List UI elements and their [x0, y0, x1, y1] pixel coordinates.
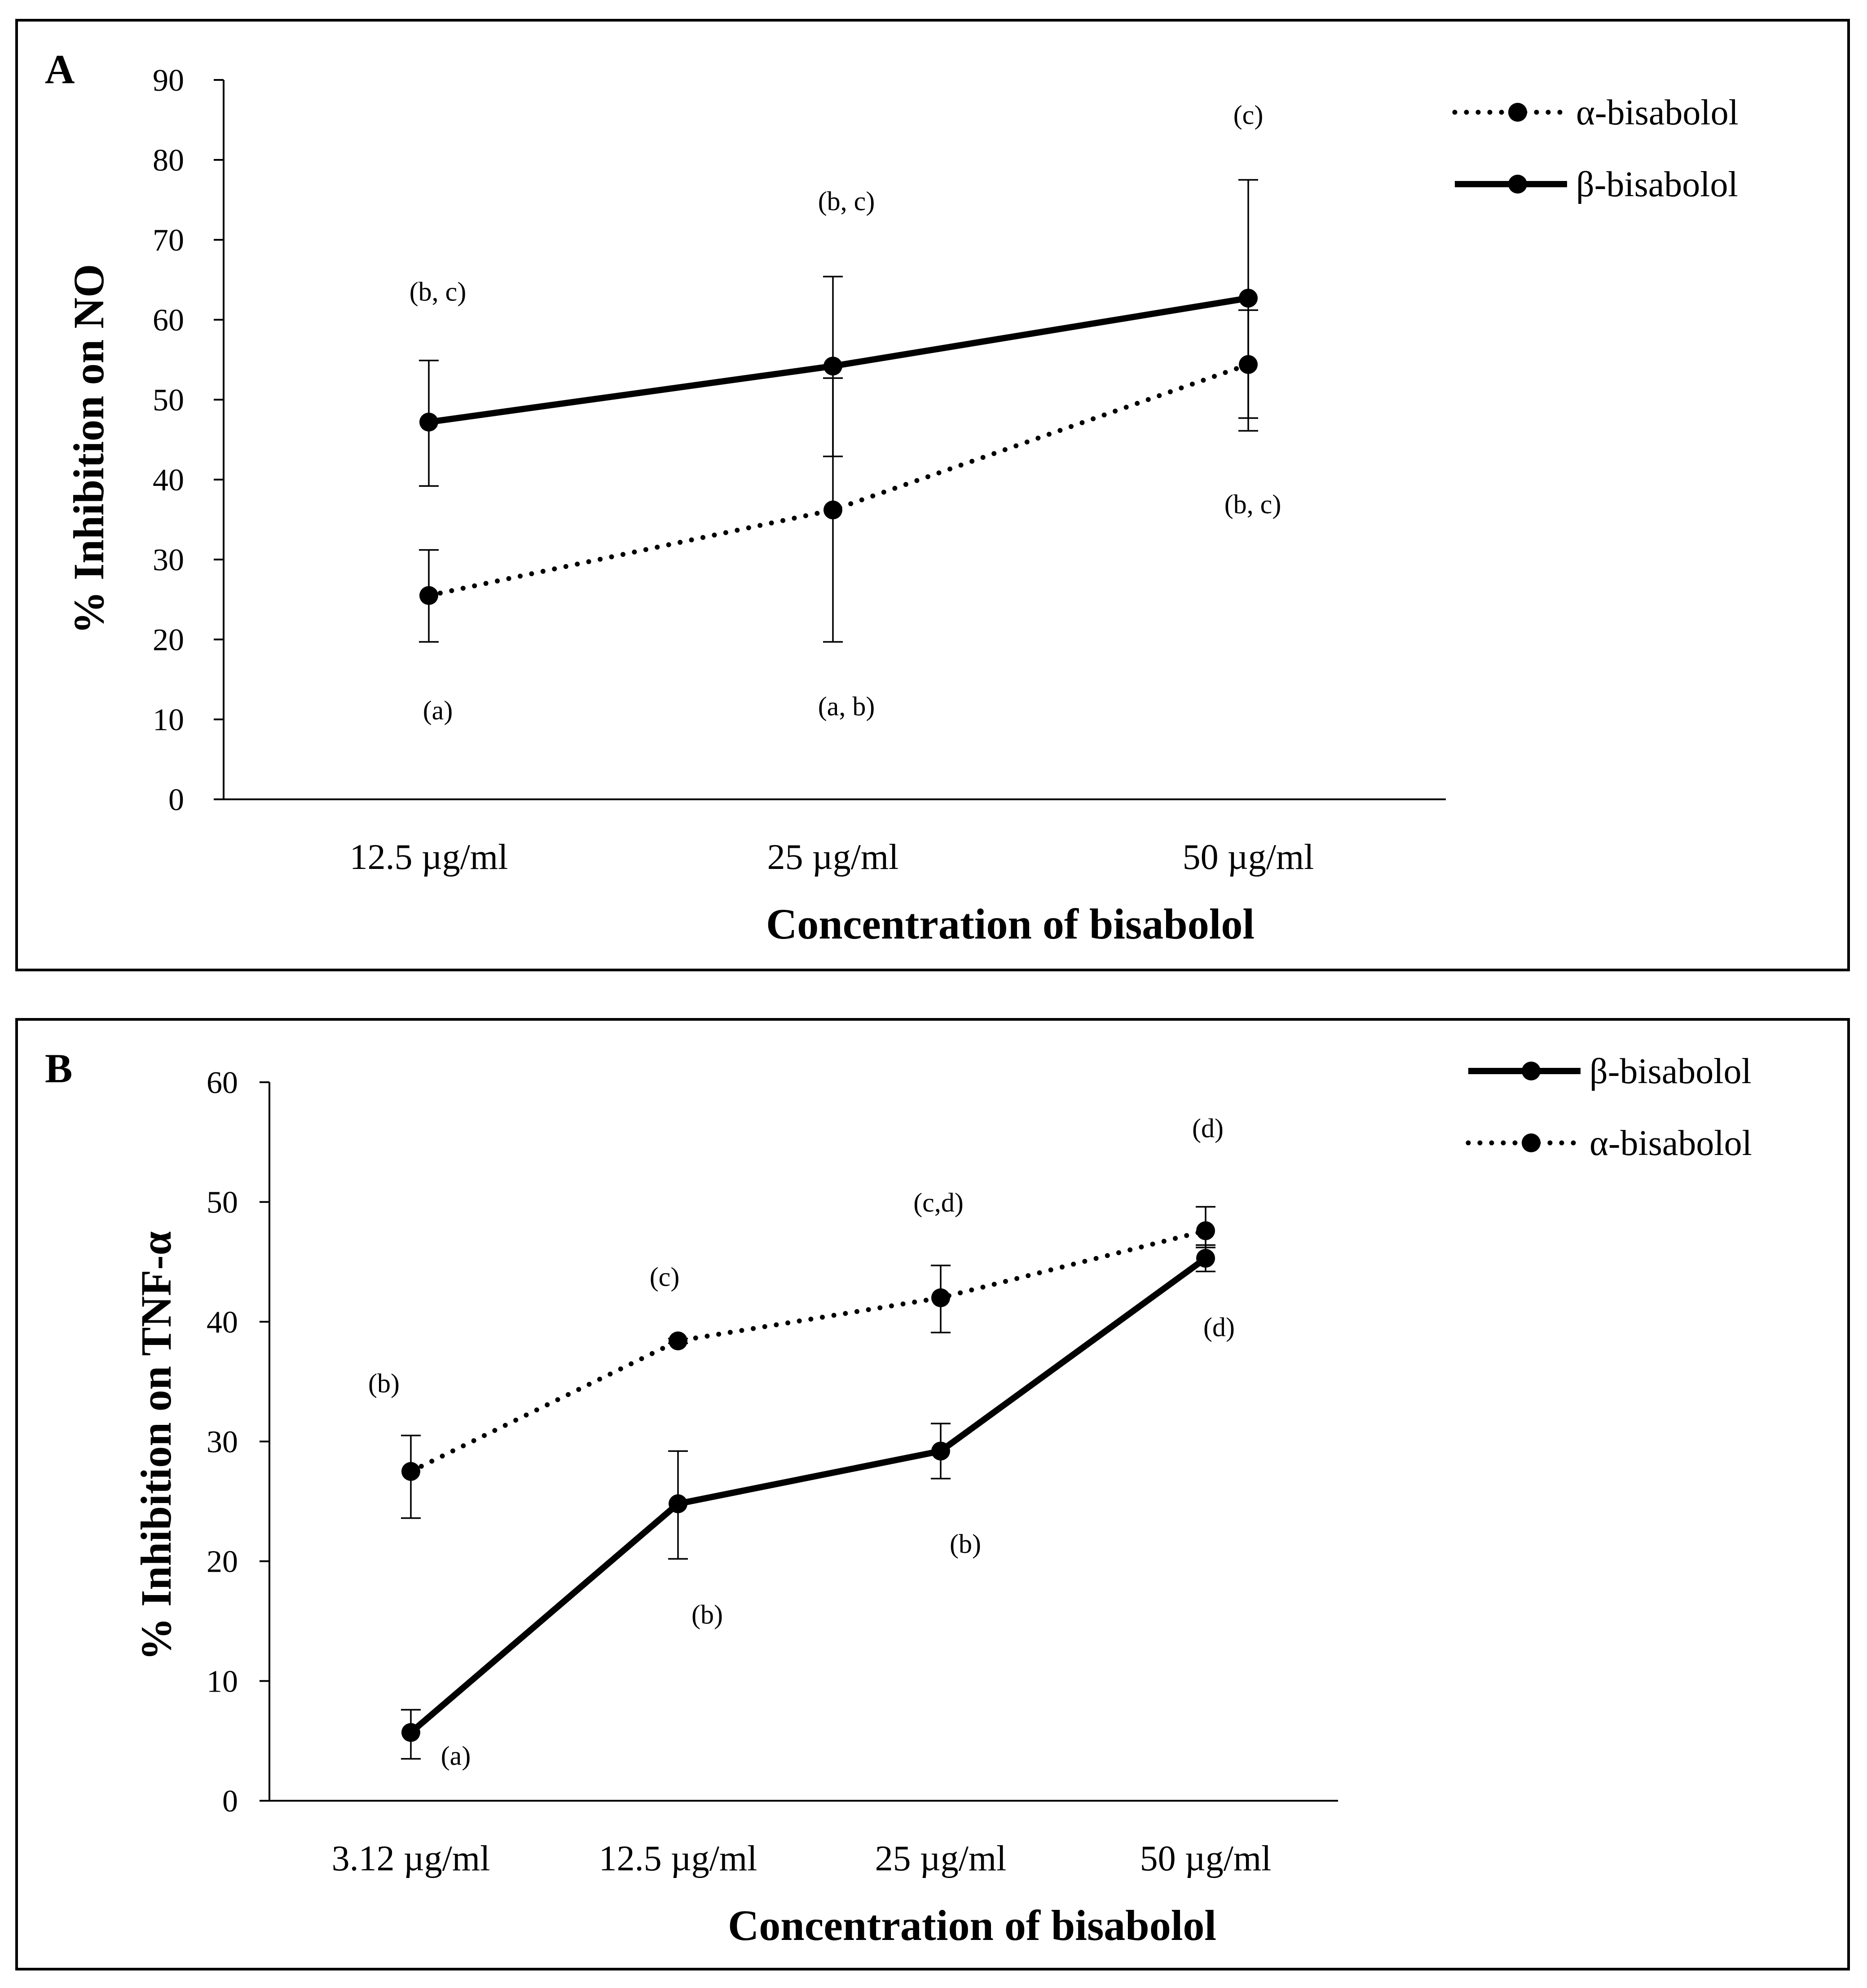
data-point [419, 586, 438, 605]
data-point [823, 500, 842, 520]
x-axis-title: Concentration of bisabolol [728, 1901, 1216, 1949]
significance-label: (b) [950, 1529, 981, 1559]
data-point [1196, 1221, 1215, 1240]
y-tick-label: 20 [207, 1545, 238, 1579]
significance-label: (c,d) [913, 1188, 964, 1217]
panel-frame [15, 1018, 1850, 1970]
significance-label: (d) [1192, 1114, 1224, 1143]
y-tick-label: 60 [207, 1066, 238, 1100]
series-beta: (b, c) (b, c) (c) [410, 100, 1264, 487]
panel-b: B 0 10 20 30 40 50 60 3.12 µg/ml 12.5 µg/ml 25 µg/… [15, 1018, 1850, 1970]
data-point [931, 1441, 950, 1461]
y-tick-label: 70 [153, 223, 184, 258]
legend-label: α-bisabolol [1576, 93, 1739, 132]
panel-frame [15, 19, 1850, 971]
legend: β-bisabolol α-bisabolol [1466, 1052, 1752, 1163]
significance-label: (a) [423, 696, 453, 725]
significance-label: (a, b) [818, 692, 875, 721]
series-line [409, 1256, 1208, 1735]
y-tick-label: 20 [153, 623, 184, 657]
x-tick-label: 50 µg/ml [1140, 1839, 1272, 1878]
data-point [419, 412, 438, 432]
y-tick-label: 90 [153, 63, 184, 98]
x-tick-label: 25 µg/ml [875, 1839, 1007, 1878]
data-point [823, 357, 842, 376]
significance-label: (b) [368, 1369, 400, 1398]
y-tick-label: 30 [153, 543, 184, 577]
legend-label: β-bisabolol [1576, 165, 1738, 204]
data-point [1196, 1249, 1215, 1268]
y-tick-label: 0 [168, 783, 184, 817]
y-axis-title: % Inhibition on TNF-α [132, 1231, 180, 1661]
series-alpha: (b) (c) (c,d) (d) [368, 1114, 1224, 1519]
y-tick-label: 10 [207, 1664, 238, 1699]
legend-swatch-marker [1522, 1062, 1541, 1080]
panel-a: A 0 10 20 30 40 50 60 70 80 90 12.5 µg/ml 25 µg/ml 50… [15, 19, 1850, 971]
x-axis-title: Concentration of bisabolol [766, 900, 1255, 948]
y-tick-label: 80 [153, 143, 184, 178]
y-tick-label: 40 [153, 463, 184, 498]
data-point [1239, 288, 1258, 308]
y-tick-label: 50 [153, 383, 184, 418]
significance-label: (b, c) [410, 277, 467, 306]
data-point [669, 1494, 687, 1513]
significance-label: (d) [1203, 1312, 1235, 1342]
x-tick-label: 25 µg/ml [767, 838, 899, 877]
data-point [401, 1462, 420, 1481]
legend-swatch-marker [1508, 103, 1527, 122]
y-tick-label: 60 [153, 303, 184, 338]
significance-label: (c) [650, 1262, 680, 1292]
y-tick-label: 30 [207, 1425, 238, 1459]
x-tick-label: 12.5 µg/ml [350, 838, 508, 877]
x-tick-label: 50 µg/ml [1183, 838, 1314, 877]
significance-label: (a) [441, 1741, 471, 1771]
data-point [669, 1331, 687, 1350]
series-line [426, 362, 1251, 598]
legend-swatch-marker [1508, 175, 1527, 194]
x-tick-label: 12.5 µg/ml [599, 1839, 757, 1878]
series-beta: (a) (b) (b) (d) [401, 1244, 1235, 1771]
legend: α-bisabolol β-bisabolol [1452, 93, 1739, 204]
series-line [408, 1228, 1208, 1474]
significance-label: (b, c) [818, 186, 875, 216]
legend-label: β-bisabolol [1590, 1052, 1752, 1091]
legend-label: α-bisabolol [1590, 1124, 1752, 1163]
data-point [931, 1288, 950, 1307]
significance-label: (b, c) [1224, 489, 1281, 519]
data-point [401, 1723, 420, 1742]
x-tick-label: 3.12 µg/ml [332, 1839, 490, 1878]
panel-letter: B [45, 1045, 72, 1091]
y-tick-label: 0 [222, 1784, 238, 1819]
legend-swatch-marker [1522, 1133, 1541, 1152]
significance-label: (b) [691, 1600, 723, 1629]
y-tick-label: 40 [207, 1305, 238, 1340]
significance-label: (c) [1233, 100, 1264, 130]
y-tick-label: 10 [153, 703, 184, 737]
y-axis-title: % Inhibition on NO [65, 264, 113, 634]
panel-letter: A [45, 46, 75, 92]
y-tick-label: 50 [207, 1186, 238, 1220]
